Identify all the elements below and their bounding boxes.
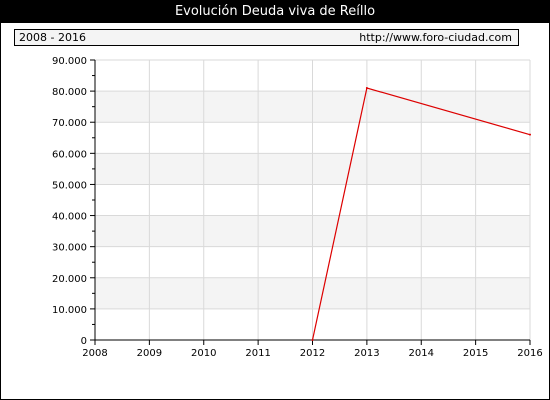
y-axis-labels: 0 10.000 20.000 30.000 40.000 50.000 60.000 70.… <box>52 56 87 347</box>
y-tick-label: 30.000 <box>52 243 87 254</box>
y-tick-label: 90.000 <box>52 56 87 67</box>
x-tick-label: 2016 <box>517 348 542 359</box>
date-range-label: 2008 - 2016 <box>19 31 86 44</box>
x-tick-label: 2013 <box>354 348 379 359</box>
y-tick-label: 80.000 <box>52 87 87 98</box>
series-layer <box>311 87 531 341</box>
data-point <box>365 87 368 89</box>
info-box: 2008 - 2016 http://www.foro-ciudad.com <box>14 29 519 46</box>
x-tick-label: 2014 <box>409 348 434 359</box>
y-tick-label: 60.000 <box>52 149 87 160</box>
x-tick-label: 2015 <box>463 348 488 359</box>
x-tick-label: 2011 <box>245 348 270 359</box>
x-tick-label: 2008 <box>82 348 107 359</box>
y-tick-label: 70.000 <box>52 118 87 129</box>
y-tick-label: 20.000 <box>52 274 87 285</box>
y-tick-label: 10.000 <box>52 305 87 316</box>
y-tick-label: 50.000 <box>52 180 87 191</box>
y-tick-label: 40.000 <box>52 212 87 223</box>
data-point <box>311 339 314 341</box>
y-tick-label: 0 <box>81 336 87 347</box>
data-point <box>529 133 531 136</box>
gridlines <box>95 59 531 340</box>
source-url: http://www.foro-ciudad.com <box>359 31 512 44</box>
chart-title: Evolución Deuda viva de Reíllo <box>1 1 549 23</box>
x-tick-label: 2009 <box>137 348 162 359</box>
x-tick-label: 2010 <box>191 348 216 359</box>
x-axis-labels: 2008 2009 2010 2011 2012 2013 2014 2015 2016 <box>82 348 542 359</box>
x-tick-label: 2012 <box>300 348 325 359</box>
